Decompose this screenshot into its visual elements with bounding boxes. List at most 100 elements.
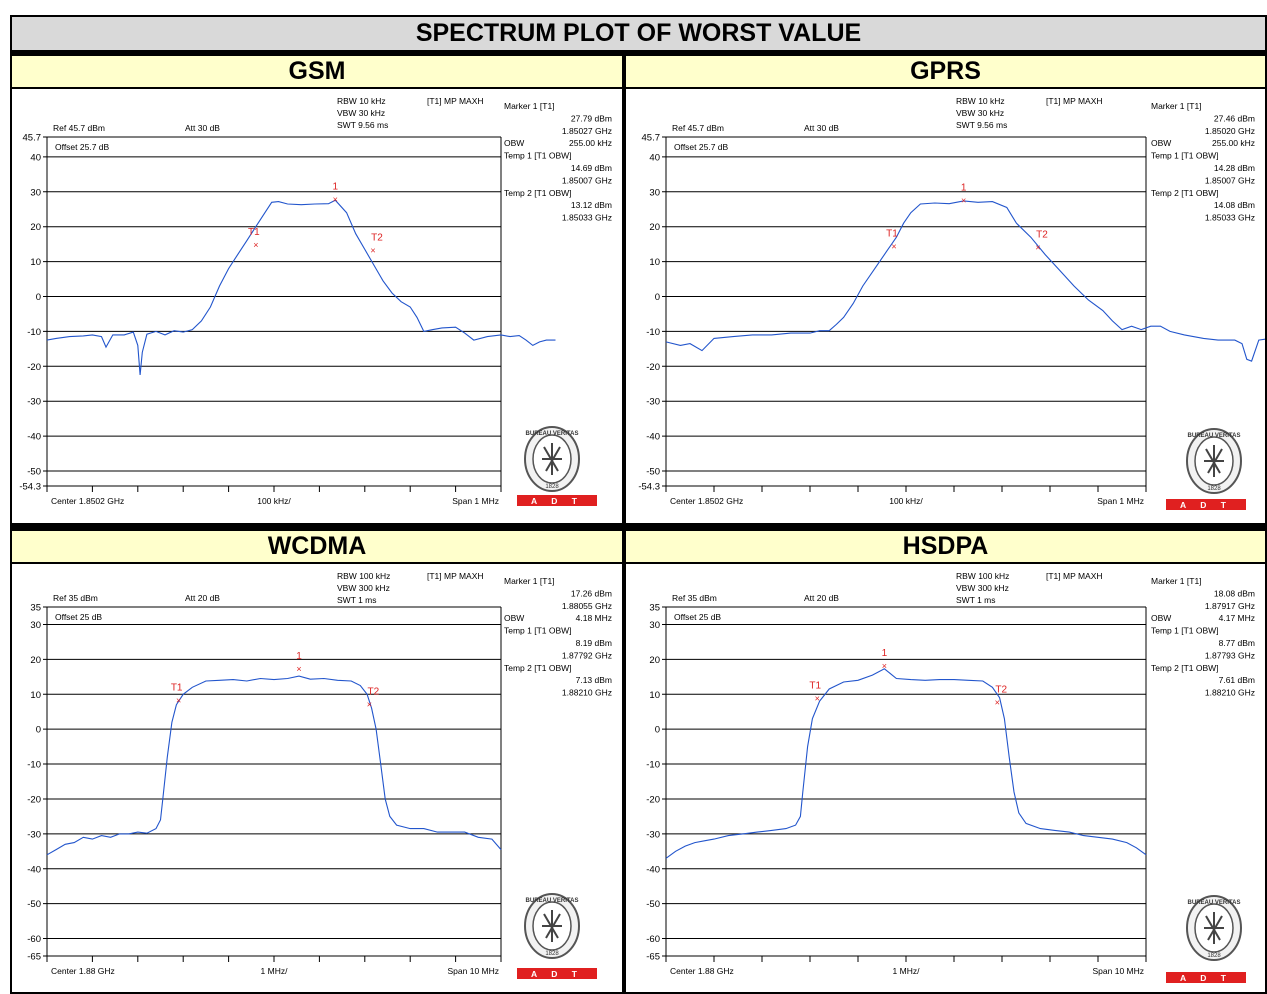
vbw-label: VBW 300 kHz: [337, 583, 390, 593]
readout-value: 14.08 dBm: [1214, 200, 1255, 210]
y-tick-label: 20: [649, 222, 660, 233]
y-tick-label: -30: [27, 829, 41, 840]
ref-level-label: Ref 45.7 dBm: [53, 123, 105, 133]
y-tick-label: -60: [27, 934, 41, 945]
y-tick-label: 0: [655, 292, 660, 303]
vbw-label: VBW 30 kHz: [956, 108, 1004, 118]
readout-label: OBW: [1151, 138, 1171, 148]
readout-label: Temp 1 [T1 OBW]: [1151, 626, 1219, 636]
readout-value: 4.17 MHz: [1219, 613, 1255, 623]
readout-value: 1.87792 GHz: [562, 650, 612, 660]
y-tick-label: 0: [655, 725, 660, 736]
center-frequency-label: Center 1.8502 GHz: [670, 496, 743, 506]
spectrum-plot: RBW 100 kHz VBW 300 kHz SWT 1 ms [T1] MP MA…: [27, 571, 612, 979]
marker-point: ×: [1035, 242, 1040, 252]
y-tick-label: -50: [27, 466, 41, 477]
marker-point: ×: [370, 246, 375, 256]
spectrum-plot: RBW 10 kHz VBW 30 kHz SWT 9.56 ms [T1] MP M…: [19, 96, 612, 506]
readout-label: Temp 2 [T1 OBW]: [504, 663, 572, 673]
spectrum-trace: [46, 675, 502, 856]
y-tick-label: -40: [27, 864, 41, 875]
span-label: Span 10 MHz: [1093, 966, 1145, 976]
attenuation-label: Att 30 dB: [804, 123, 839, 133]
logo-text: BUREAU VERITAS: [526, 898, 579, 904]
readout-value: 14.69 dBm: [571, 163, 612, 173]
y-tick-label: 35: [30, 603, 41, 614]
swt-label: SWT 1 ms: [337, 595, 377, 605]
marker-point: ×: [995, 698, 1000, 708]
marker-label: 1: [961, 183, 967, 194]
marker-label: 1: [333, 182, 339, 193]
readout-value: 27.79 dBm: [571, 113, 612, 123]
span-label: Span 1 MHz: [452, 496, 499, 506]
center-frequency-label: Center 1.88 GHz: [51, 966, 115, 976]
offset-label: Offset 25.7 dB: [674, 142, 729, 152]
spectrum-plot: RBW 10 kHz VBW 30 kHz SWT 9.56 ms [T1] MP M…: [638, 96, 1265, 510]
marker-point: ×: [253, 240, 258, 250]
marker-label: T2: [1036, 229, 1048, 240]
marker-point: ×: [176, 696, 181, 706]
y-tick-label: -30: [27, 397, 41, 408]
y-tick-label: -65: [646, 952, 660, 963]
readout-label: Temp 2 [T1 OBW]: [1151, 188, 1219, 198]
readout-label: Marker 1 [T1]: [1151, 101, 1202, 111]
spectrum-trace: [46, 199, 556, 376]
y-tick-label: -10: [27, 760, 41, 771]
readout-label: Marker 1 [T1]: [504, 101, 555, 111]
readout-label: Marker 1 [T1]: [504, 576, 555, 586]
readout-value: 7.13 dBm: [576, 675, 612, 685]
marker-point: ×: [891, 242, 896, 252]
trace-mode-label: [T1] MP MAXH: [427, 571, 484, 581]
marker-point: ×: [367, 699, 372, 709]
spectrum-trace: [665, 668, 1147, 859]
y-tick-label: -60: [646, 934, 660, 945]
spectrum-panel-wcdma: RBW 100 kHz VBW 300 kHz SWT 1 ms [T1] MP MA…: [12, 564, 622, 992]
bureau-veritas-logo: BUREAU VERITAS 1828: [1186, 428, 1242, 494]
rbw-label: RBW 10 kHz: [337, 96, 386, 106]
spectrum-trace: [665, 200, 1265, 362]
y-tick-label: -30: [646, 829, 660, 840]
logo-figure: [542, 443, 562, 475]
marker-label: T1: [886, 229, 898, 240]
y-tick-label: 0: [36, 292, 41, 303]
spectrum-panel-hsdpa: RBW 100 kHz VBW 300 kHz SWT 1 ms [T1] MP MA…: [626, 564, 1265, 992]
readout-label: Temp 2 [T1 OBW]: [1151, 663, 1219, 673]
y-tick-label: -10: [646, 327, 660, 338]
offset-label: Offset 25 dB: [674, 612, 721, 622]
trace-mode-label: [T1] MP MAXH: [427, 96, 484, 106]
rbw-label: RBW 10 kHz: [956, 96, 1005, 106]
bureau-veritas-logo: BUREAU VERITAS 1828: [1186, 895, 1242, 961]
ref-level-label: Ref 45.7 dBm: [672, 123, 724, 133]
y-tick-label: 35: [649, 603, 660, 614]
readout-label: OBW: [504, 138, 524, 148]
readout-label: Temp 1 [T1 OBW]: [1151, 151, 1219, 161]
y-tick-label: -10: [646, 760, 660, 771]
y-tick-label: -40: [646, 432, 660, 443]
logo-text: BUREAU VERITAS: [1188, 900, 1241, 906]
y-tick-label: 30: [30, 187, 41, 198]
ref-level-label: Ref 35 dBm: [53, 593, 98, 603]
bureau-veritas-logo: BUREAU VERITAS 1828: [524, 426, 580, 492]
y-tick-label: -30: [646, 397, 660, 408]
readout-value: 7.61 dBm: [1219, 675, 1255, 685]
y-tick-label: -20: [646, 794, 660, 805]
spectrum-panel-gprs: RBW 10 kHz VBW 30 kHz SWT 9.56 ms [T1] MP M…: [626, 89, 1265, 523]
attenuation-label: Att 30 dB: [185, 123, 220, 133]
spectrum-plot: RBW 100 kHz VBW 300 kHz SWT 1 ms [T1] MP MA…: [646, 571, 1255, 983]
adt-badge-text: A D T: [1180, 973, 1232, 983]
readout-label: Marker 1 [T1]: [1151, 576, 1202, 586]
logo-text: BUREAU VERITAS: [526, 431, 579, 437]
y-tick-label: 10: [30, 690, 41, 701]
marker-point: ×: [961, 196, 966, 206]
marker-label: T2: [368, 686, 380, 697]
marker-label: T1: [171, 683, 183, 694]
y-tick-label: -40: [646, 864, 660, 875]
page-title: SPECTRUM PLOT OF WORST VALUE: [12, 17, 1265, 50]
division-label: 100 kHz/: [257, 496, 291, 506]
y-tick-label: -20: [27, 794, 41, 805]
readout-value: 1.87917 GHz: [1205, 601, 1255, 611]
readout-value: 4.18 MHz: [576, 613, 612, 623]
readout-value: 1.88210 GHz: [562, 688, 612, 698]
vbw-label: VBW 30 kHz: [337, 108, 385, 118]
y-tick-label: 10: [649, 257, 660, 268]
